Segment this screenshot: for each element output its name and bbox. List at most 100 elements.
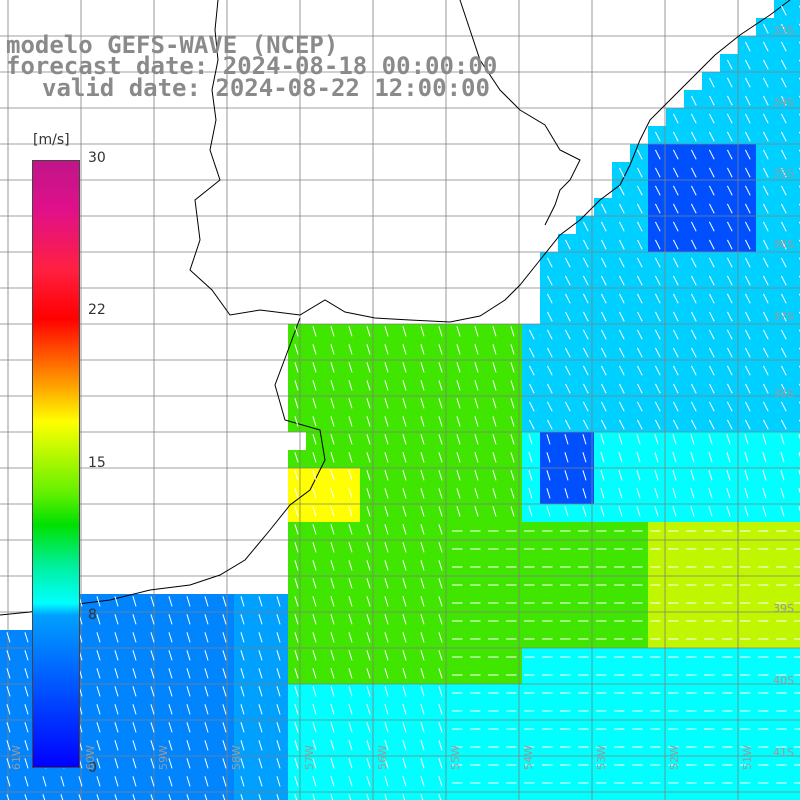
wind-arrow (564, 419, 571, 430)
wind-arrow (366, 488, 371, 499)
wind-arrow (96, 650, 101, 661)
wind-arrow (546, 257, 553, 268)
wind-arrow (672, 383, 679, 394)
wind-arrow (528, 383, 535, 394)
wind-arrow (474, 398, 479, 409)
wind-arrow (24, 776, 29, 787)
wind-arrow (114, 722, 119, 733)
wind-arrow (384, 506, 389, 517)
wind-arrow (528, 419, 535, 430)
wind-arrow (258, 776, 263, 787)
wind-arrow (420, 650, 425, 661)
wind-arrow (348, 668, 353, 679)
wind-arrow (294, 614, 299, 625)
wind-arrow (330, 704, 335, 715)
wind-cell (432, 792, 450, 800)
wind-arrow (294, 560, 299, 571)
wind-arrow (312, 632, 317, 643)
wind-arrow (402, 416, 407, 427)
wind-arrow (384, 416, 389, 427)
wind-arrow (402, 776, 407, 787)
wind-cell (522, 792, 540, 800)
wind-cell (144, 792, 162, 800)
wind-cell (792, 216, 800, 234)
wind-arrow (168, 704, 173, 715)
wind-arrow (708, 401, 715, 412)
wind-arrow (294, 470, 299, 481)
wind-arrow (366, 416, 371, 427)
wind-arrow (384, 542, 389, 553)
wind-arrow (384, 560, 389, 571)
wind-cell (792, 54, 800, 72)
wind-arrow (204, 668, 209, 679)
wind-cell (792, 72, 800, 90)
wind-arrow (762, 185, 769, 196)
wind-arrow (96, 632, 101, 643)
wind-arrow (312, 506, 317, 517)
wind-arrow (384, 614, 389, 625)
coastline-inland-border (459, 0, 581, 226)
wind-arrow (744, 365, 751, 376)
wind-arrow (258, 632, 263, 643)
wind-arrow (690, 365, 697, 376)
wind-arrow (402, 398, 407, 409)
wind-arrow (600, 434, 605, 445)
wind-arrow (222, 740, 227, 751)
lon-label: 60W (84, 745, 97, 770)
title-forecast-date: forecast date: 2024-08-18 00:00:00 (6, 52, 498, 80)
wind-arrow (330, 722, 335, 733)
wind-arrow (402, 740, 407, 751)
wind-arrow (384, 704, 389, 715)
wind-arrow (780, 419, 787, 430)
wind-cell (792, 396, 800, 414)
wind-arrow (168, 614, 173, 625)
lat-label: 33S (773, 24, 794, 37)
wind-arrow (24, 758, 29, 769)
wind-arrow (474, 326, 479, 337)
wind-arrow (618, 419, 625, 430)
wind-arrow (240, 650, 245, 661)
wind-arrow (60, 776, 65, 787)
wind-arrow (384, 434, 389, 445)
wind-arrow (366, 704, 371, 715)
wind-arrow (330, 614, 335, 625)
wind-arrow (546, 470, 551, 481)
wind-arrow (618, 383, 625, 394)
wind-arrow (348, 560, 353, 571)
wind-arrow (456, 398, 461, 409)
wind-arrow (690, 419, 697, 430)
wind-arrow (420, 398, 425, 409)
wind-arrow (420, 542, 425, 553)
wind-arrow (780, 257, 787, 268)
wind-arrow (420, 794, 424, 800)
wind-arrow (582, 257, 589, 268)
wind-arrow (384, 452, 389, 463)
wind-arrow (492, 398, 497, 409)
wind-arrow (438, 614, 443, 625)
wind-arrow (528, 470, 533, 481)
wind-arrow (204, 776, 209, 787)
wind-arrow (690, 257, 697, 268)
wind-cell (792, 252, 800, 270)
wind-arrow (492, 434, 497, 445)
wind-arrow (276, 794, 280, 800)
wind-arrow (708, 95, 715, 106)
wind-arrow (366, 452, 371, 463)
wind-arrow (294, 758, 299, 769)
wind-arrow (726, 293, 733, 304)
wind-arrow (744, 41, 751, 52)
wind-arrow (384, 758, 389, 769)
wind-arrow (726, 488, 731, 499)
wind-arrow (258, 668, 263, 679)
wind-arrow (654, 257, 661, 268)
wind-arrow (546, 488, 551, 499)
title-model: modelo GEFS-WAVE (NCEP) (6, 31, 339, 59)
wind-arrow (294, 578, 299, 589)
wind-cell (792, 234, 800, 252)
wind-arrow (690, 275, 697, 286)
wind-arrow (132, 632, 137, 643)
wind-arrow (24, 740, 29, 751)
wind-arrow (708, 506, 713, 517)
wind-arrow (510, 470, 515, 481)
wind-arrow (726, 365, 733, 376)
